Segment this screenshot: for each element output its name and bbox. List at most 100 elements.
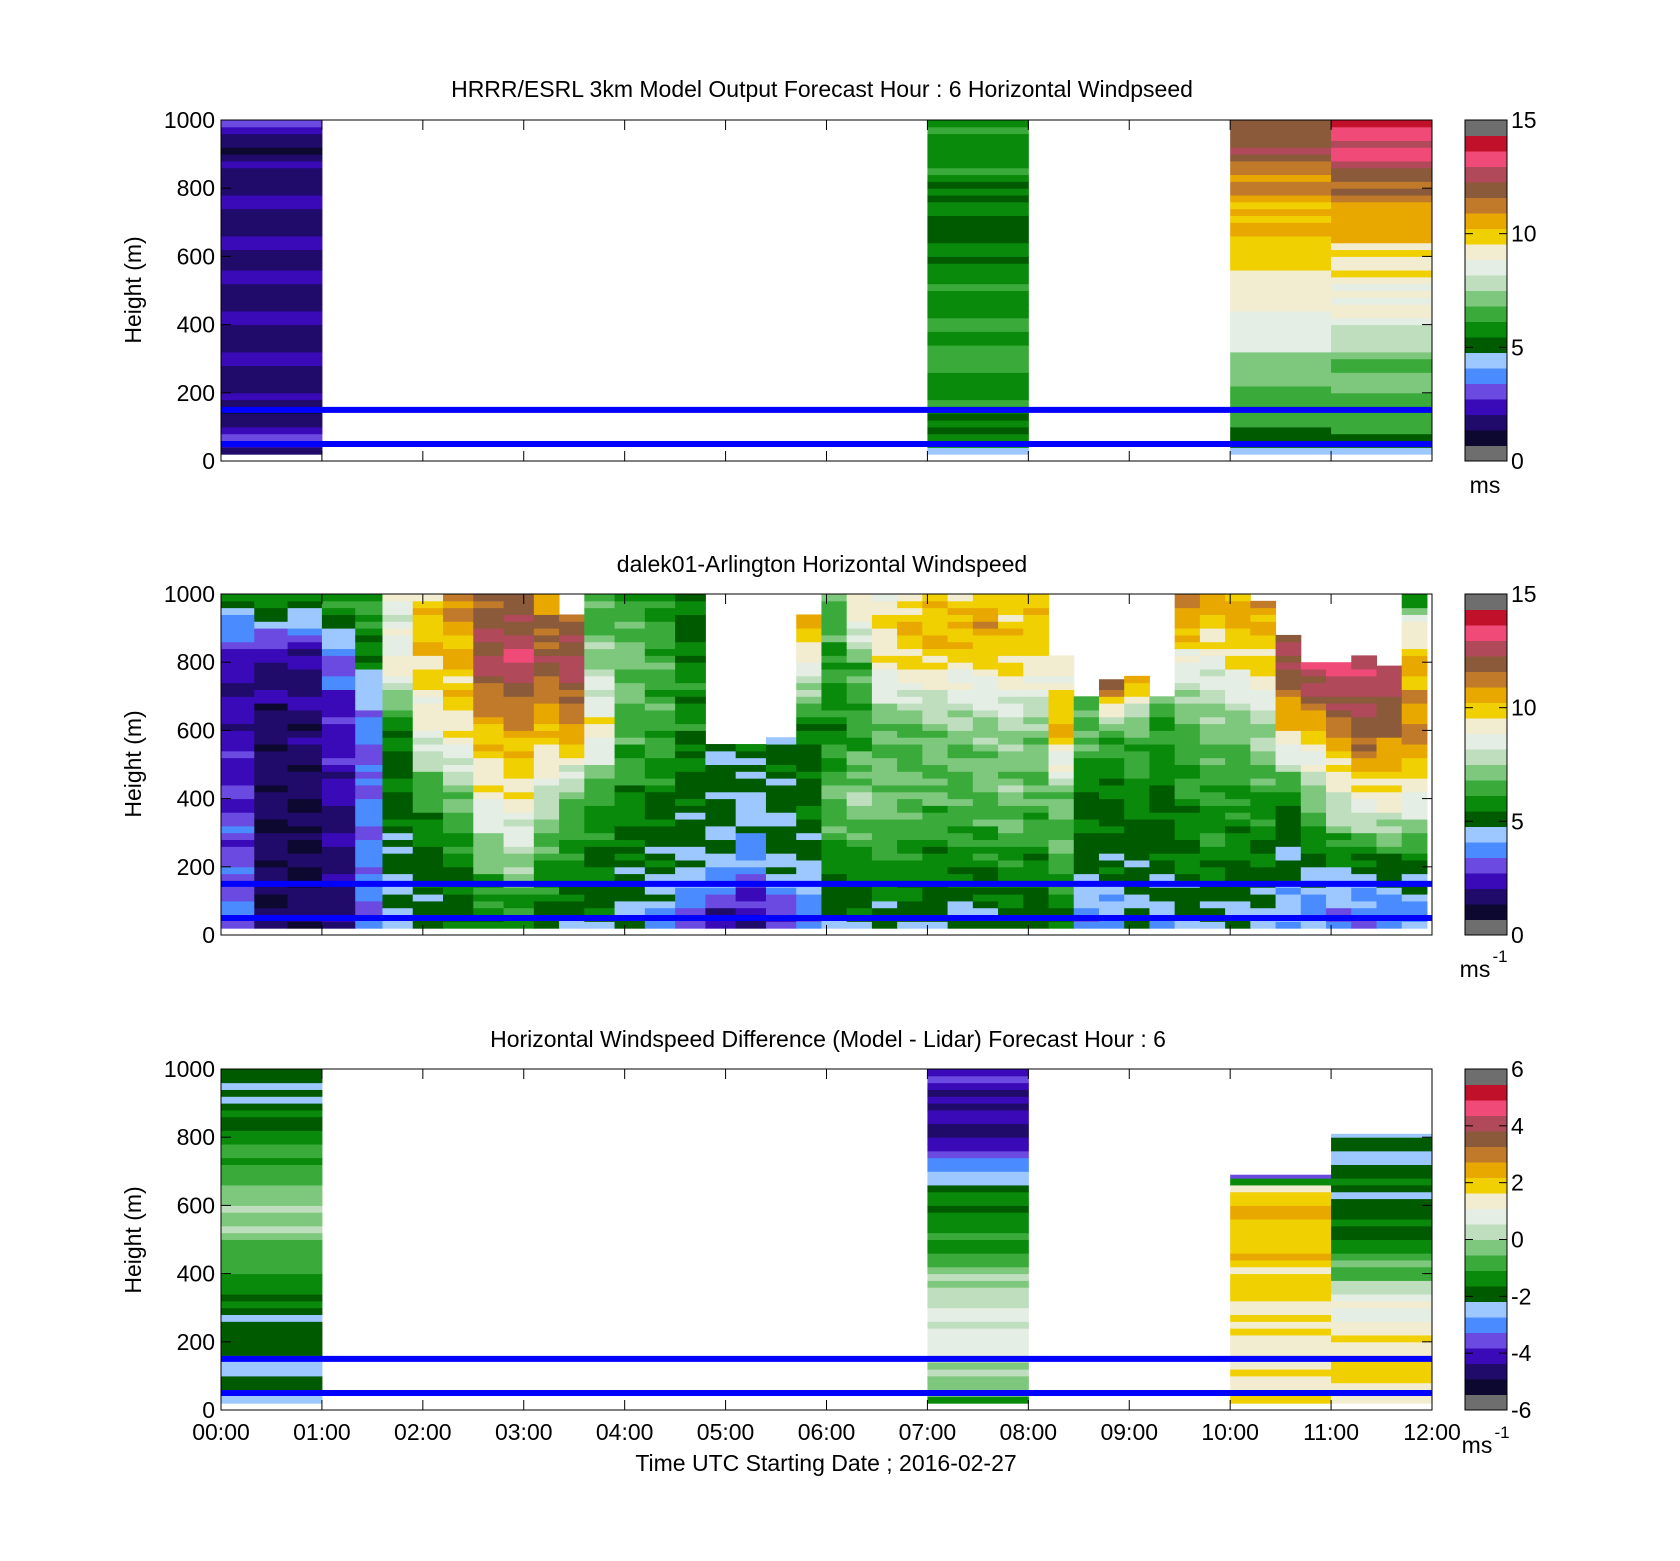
heatmap-cell xyxy=(287,669,323,677)
heatmap-cell xyxy=(221,1253,323,1261)
heatmap-cell xyxy=(1149,812,1176,820)
heatmap-cell xyxy=(705,887,737,895)
heatmap-cell xyxy=(972,689,999,697)
heatmap-cell xyxy=(1174,846,1201,854)
colorbar-segment xyxy=(1465,182,1507,198)
heatmap-cell xyxy=(821,846,848,854)
heatmap-cell xyxy=(584,628,616,636)
heatmap-cell xyxy=(321,798,356,806)
heatmap-cell xyxy=(473,682,505,690)
heatmap-cell xyxy=(321,873,356,881)
heatmap-cell xyxy=(321,662,356,670)
heatmap-cell xyxy=(584,621,616,629)
heatmap-cell xyxy=(1149,859,1176,868)
heatmap-cell xyxy=(922,859,949,868)
heatmap-cell xyxy=(947,894,974,902)
heatmap-cell xyxy=(1331,1294,1432,1302)
heatmap-cell xyxy=(287,866,323,875)
heatmap-cell xyxy=(644,791,676,800)
heatmap-cell xyxy=(443,662,474,670)
heatmap-cell xyxy=(796,900,822,909)
heatmap-cell xyxy=(221,1212,323,1220)
heatmap-cell xyxy=(1199,628,1226,636)
heatmap-cell xyxy=(221,1246,323,1254)
heatmap-cell xyxy=(927,1096,1029,1104)
heatmap-cell xyxy=(321,887,356,895)
heatmap-cell xyxy=(821,737,848,745)
heatmap-cell xyxy=(705,784,737,793)
colorbar-segment xyxy=(1465,1255,1507,1271)
heatmap-cell xyxy=(871,887,898,895)
heatmap-cell xyxy=(503,887,535,895)
heatmap-cell xyxy=(871,689,898,697)
heatmap-cell xyxy=(1199,648,1226,656)
heatmap-cell xyxy=(321,839,356,847)
heatmap-cell xyxy=(221,853,255,861)
heatmap-cell xyxy=(644,594,676,602)
heatmap-cell xyxy=(922,798,949,806)
heatmap-cell xyxy=(221,1307,323,1316)
heatmap-cell xyxy=(221,1219,323,1227)
heatmap-cell xyxy=(503,682,535,690)
heatmap-cell xyxy=(1023,805,1050,813)
heatmap-cell xyxy=(1225,825,1251,834)
heatmap-cell xyxy=(221,894,255,902)
heatmap-cell xyxy=(584,737,616,745)
heatmap-cell xyxy=(1275,662,1302,670)
heatmap-cell xyxy=(584,607,616,615)
heatmap-cell xyxy=(1124,750,1150,759)
heatmap-cell xyxy=(1149,900,1176,909)
heatmap-cell xyxy=(796,703,822,711)
heatmap-cell xyxy=(1351,771,1377,779)
heatmap-cell xyxy=(1326,900,1352,909)
heatmap-cell xyxy=(1300,832,1327,841)
heatmap-cell xyxy=(1230,1280,1332,1288)
heatmap-cell xyxy=(1351,832,1377,841)
heatmap-cell xyxy=(1275,778,1302,786)
heatmap-cell xyxy=(221,784,255,793)
heatmap-cell xyxy=(972,696,999,704)
heatmap-cell xyxy=(871,921,898,929)
heatmap-cell xyxy=(321,812,356,820)
heatmap-cell xyxy=(998,887,1024,895)
heatmap-cell xyxy=(1401,716,1428,725)
heatmap-cell xyxy=(443,614,474,622)
heatmap-cell xyxy=(1174,894,1201,902)
heatmap-cell xyxy=(897,873,923,881)
heatmap-cell xyxy=(1250,648,1277,656)
heatmap-cell xyxy=(922,805,949,813)
heatmap-cell xyxy=(473,621,505,629)
heatmap-cell xyxy=(897,798,923,806)
heatmap-cell xyxy=(972,921,999,929)
heatmap-cell xyxy=(735,771,767,779)
heatmap-cell xyxy=(382,900,414,909)
heatmap-cell xyxy=(1023,819,1050,827)
heatmap-cell xyxy=(1331,1184,1432,1193)
heatmap-cell xyxy=(922,628,949,636)
heatmap-cell xyxy=(221,1314,323,1322)
chart-title: dalek01-Arlington Horizontal Windspeed xyxy=(617,551,1027,577)
heatmap-cell xyxy=(503,621,535,629)
colorbar-segment xyxy=(1465,1115,1507,1132)
heatmap-cell xyxy=(614,669,646,677)
heatmap-cell xyxy=(559,675,585,684)
heatmap-cell xyxy=(998,894,1024,902)
heatmap-cell xyxy=(1199,825,1226,834)
heatmap-cell xyxy=(644,669,676,677)
heatmap-cell xyxy=(1300,873,1327,881)
heatmap-cell xyxy=(1331,1137,1432,1145)
heatmap-cell xyxy=(1048,798,1075,806)
heatmap-cell xyxy=(1331,222,1432,230)
heatmap-cell xyxy=(705,866,737,875)
heatmap-cell xyxy=(1124,757,1150,765)
heatmap-cell xyxy=(765,771,797,779)
heatmap-cell xyxy=(846,873,873,881)
heatmap-cell xyxy=(705,900,737,909)
colorbar-tick-label: -2 xyxy=(1511,1283,1531,1309)
heatmap-cell xyxy=(927,1116,1029,1125)
heatmap-cell xyxy=(871,716,898,725)
heatmap-cell xyxy=(927,1321,1029,1329)
heatmap-cell xyxy=(897,791,923,800)
heatmap-cell xyxy=(221,648,255,656)
